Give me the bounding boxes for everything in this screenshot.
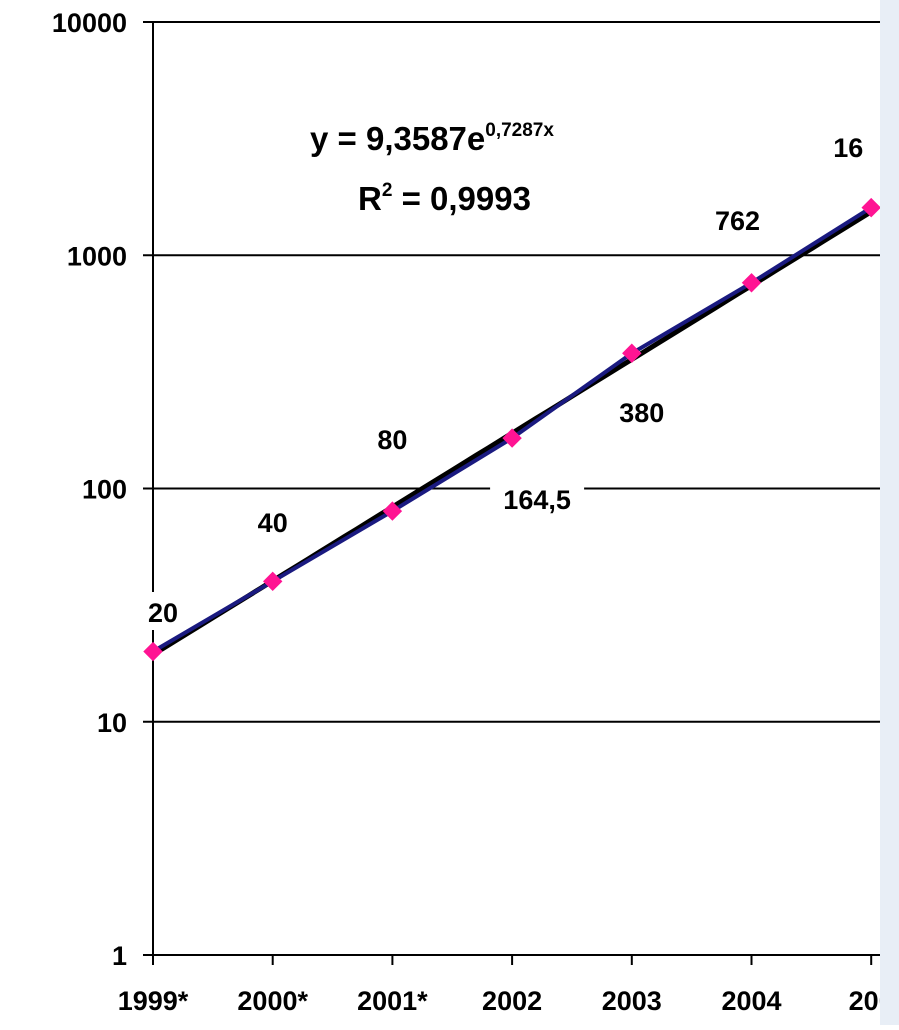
data-label-background — [140, 592, 186, 630]
data-label: 16 — [833, 133, 863, 163]
trendline-equation: y = 9,3587e0,7287x R2 = 0,9993 — [310, 120, 554, 217]
data-label-background — [490, 479, 585, 517]
data-label: 80 — [377, 425, 407, 455]
x-tick-label: 2004 — [721, 986, 781, 1016]
trendline-equation-text: y = 9,3587e0,7287x — [310, 120, 554, 157]
y-tick-label: 1000 — [67, 241, 127, 271]
data-point-marker — [622, 343, 642, 363]
x-tick-label: 2001* — [357, 986, 428, 1016]
data-point-marker — [143, 641, 163, 662]
equation-prefix: y = 9,3587e — [310, 120, 485, 157]
y-tick-labels: 1 10 100 1000 10000 — [52, 8, 127, 971]
data-label: 20 — [148, 598, 178, 628]
y-tick-label: 10 — [97, 708, 127, 738]
x-tick-label: 2000* — [237, 986, 308, 1016]
y-tick-label: 1 — [112, 941, 127, 971]
data-point-marker — [262, 571, 283, 592]
r-squared-text: R2 = 0,9993 — [358, 180, 531, 217]
r2-prefix: R — [358, 180, 382, 217]
data-label-layer: 20 40 80 164,5 380 762 16 — [140, 133, 863, 630]
data-label: 762 — [715, 206, 760, 236]
series-layer — [143, 197, 881, 662]
axes — [143, 21, 880, 965]
data-point-marker — [382, 501, 403, 521]
x-tick-label: 2002 — [482, 986, 542, 1016]
x-tick-labels: 1999* 2000* 2001* 2002 2003 2004 200 — [118, 986, 894, 1016]
data-label: 164,5 — [503, 485, 571, 515]
data-point-marker — [861, 197, 881, 218]
data-label: 40 — [258, 508, 288, 538]
x-tick-label: 1999* — [118, 986, 189, 1016]
data-label: 380 — [619, 398, 664, 428]
data-point-marker — [502, 428, 522, 448]
r2-superscript: 2 — [382, 180, 393, 201]
equation-exponent: 0,7287x — [485, 120, 554, 141]
data-point-marker — [741, 273, 762, 293]
data-label-background — [249, 502, 296, 540]
y-tick-label: 10000 — [52, 8, 127, 38]
x-tick-label: 2003 — [602, 986, 662, 1016]
r2-value: = 0,9993 — [392, 180, 531, 217]
right-edge-strip — [880, 0, 899, 1025]
y-tick-label: 100 — [82, 475, 127, 505]
